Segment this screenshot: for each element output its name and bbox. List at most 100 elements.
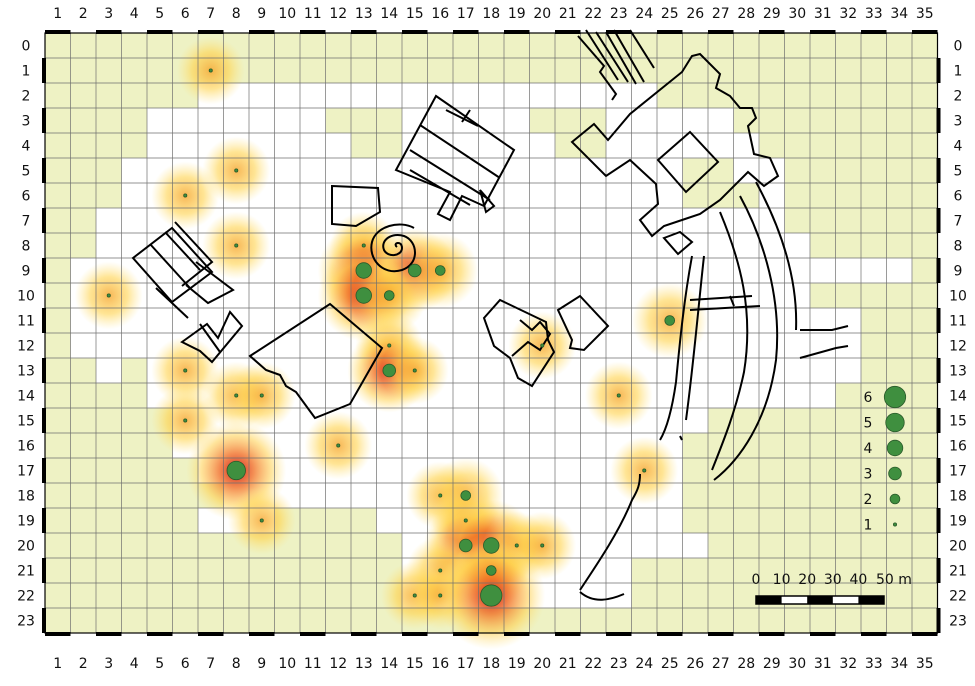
legend-label: 1 <box>864 518 873 534</box>
find-marker <box>183 368 188 373</box>
column-label: 28 <box>737 6 755 22</box>
frame-tick <box>249 30 275 34</box>
column-label: 1 <box>53 656 62 672</box>
column-label: 1 <box>53 6 62 22</box>
row-label: 4 <box>954 139 963 155</box>
frame-tick <box>42 208 46 233</box>
excavated-cell <box>580 433 607 459</box>
excavated-cell <box>300 333 326 359</box>
excavated-cell <box>402 433 428 459</box>
find-marker <box>259 518 264 523</box>
excavated-cell <box>708 108 734 134</box>
excavated-cell <box>249 108 275 134</box>
excavated-cell <box>708 308 734 334</box>
excavated-cell <box>529 383 556 409</box>
excavated-cell <box>274 83 301 109</box>
find-marker <box>106 293 111 298</box>
excavated-cell <box>325 158 352 184</box>
excavated-cell <box>682 533 709 559</box>
excavated-cell <box>249 83 275 109</box>
frame-tick <box>912 30 938 34</box>
structure-east-wall <box>689 295 761 311</box>
excavated-cell <box>274 258 301 284</box>
column-label: 10 <box>278 6 296 22</box>
excavated-cell <box>657 358 683 384</box>
column-label: 26 <box>686 656 704 672</box>
find-marker <box>664 315 676 326</box>
frame-tick <box>861 30 887 34</box>
find-marker <box>642 468 647 473</box>
excavated-cell <box>631 233 658 259</box>
excavated-cell <box>606 258 632 284</box>
excavated-cell <box>121 158 148 184</box>
excavated-cell <box>351 83 377 109</box>
excavated-cell <box>96 358 122 384</box>
excavated-cell <box>504 408 530 434</box>
structure-central-east-b <box>556 294 610 352</box>
excavated-cell <box>886 258 913 284</box>
excavated-cell <box>529 433 556 459</box>
excavated-cell <box>580 458 607 484</box>
find-marker <box>355 262 372 279</box>
excavated-cell <box>504 83 530 109</box>
excavated-cell <box>504 433 530 459</box>
excavated-cell <box>555 408 581 434</box>
excavated-cell <box>504 208 530 234</box>
frame-tick <box>300 632 326 636</box>
row-label: 20 <box>949 539 967 555</box>
excavated-cell <box>759 258 785 284</box>
column-label: 27 <box>712 6 730 22</box>
excavated-cell <box>198 108 224 134</box>
find-marker <box>361 243 366 248</box>
column-label: 27 <box>712 656 730 672</box>
column-label: 31 <box>814 656 832 672</box>
frame-tick <box>936 308 941 333</box>
find-marker <box>485 565 497 576</box>
find-markers <box>106 68 676 607</box>
structure-spiral-wall <box>370 223 416 273</box>
excavated-cell <box>555 458 581 484</box>
column-label: 33 <box>865 6 883 22</box>
excavated-cell <box>478 158 505 184</box>
frame-tick <box>42 158 46 183</box>
excavated-cell <box>555 383 581 409</box>
column-label: 19 <box>508 656 526 672</box>
excavated-cell <box>300 208 326 234</box>
excavated-cell <box>529 133 556 159</box>
excavated-cell <box>504 183 530 209</box>
column-label: 35 <box>916 656 934 672</box>
excavated-cell <box>147 133 173 159</box>
excavated-cell <box>580 183 607 209</box>
excavated-cell <box>274 233 301 259</box>
find-marker <box>183 418 188 423</box>
excavated-cell <box>759 383 785 409</box>
excavated-cell <box>325 358 352 384</box>
excavated-cell <box>529 458 556 484</box>
excavated-cell <box>223 333 250 359</box>
frame-tick <box>810 632 836 636</box>
excavated-cell <box>300 383 326 409</box>
column-label: 4 <box>130 6 139 22</box>
excavated-cell <box>631 183 658 209</box>
structure-central-east <box>482 298 556 388</box>
excavated-cell <box>529 158 556 184</box>
structure-north-lines <box>577 29 655 101</box>
excavated-cell <box>580 508 607 534</box>
excavated-cell <box>453 383 479 409</box>
excavated-cell <box>453 358 479 384</box>
row-label: 9 <box>22 264 31 280</box>
excavated-cell <box>759 208 785 234</box>
row-label: 8 <box>22 239 31 255</box>
scale-bar: 0 10 20 30 40 50 m <box>752 572 912 605</box>
row-label: 2 <box>954 89 963 105</box>
excavated-cell <box>555 233 581 259</box>
excavated-cell <box>580 158 607 184</box>
excavated-cell <box>606 208 632 234</box>
frame-tick <box>936 108 941 133</box>
frame-tick <box>936 458 941 483</box>
excavated-cell <box>708 133 734 159</box>
excavated-cell <box>504 458 530 484</box>
excavated-cell <box>274 183 301 209</box>
excavated-cell <box>223 108 250 134</box>
